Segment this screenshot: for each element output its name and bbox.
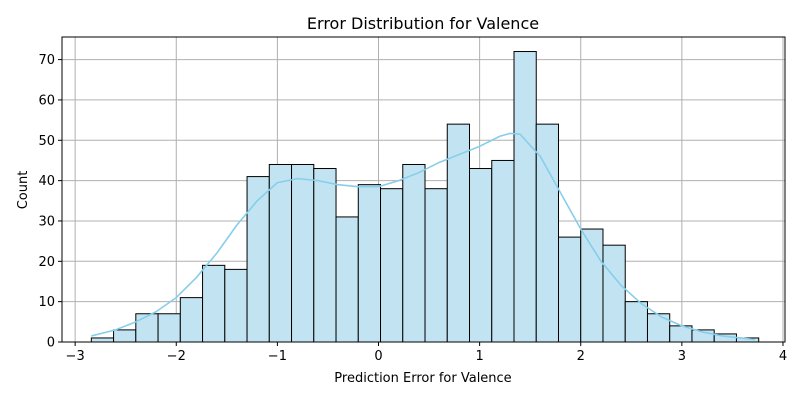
histogram-bar (357, 184, 382, 343)
x-axis-ticks: −3 −2 −1 0 1 2 3 4 (66, 342, 787, 364)
chart-title: Error Distribution for Valence (307, 14, 539, 33)
x-tick-label: 0 (374, 349, 382, 364)
x-tick-label: −3 (66, 349, 85, 364)
histogram-bar (179, 297, 204, 343)
y-tick-label: 70 (38, 53, 55, 68)
histogram-bar (157, 313, 181, 343)
x-axis-label: Prediction Error for Valence (334, 371, 511, 386)
y-tick-label: 40 (38, 174, 55, 189)
histogram-bar (224, 268, 248, 343)
histogram-bar (90, 337, 115, 343)
x-tick-label: 2 (577, 349, 585, 364)
histogram-bar (602, 244, 626, 343)
histogram-bar (469, 168, 493, 343)
histogram-bar (313, 168, 337, 343)
histogram-bars (90, 51, 760, 343)
histogram-bar (424, 188, 448, 343)
y-tick-label: 50 (38, 134, 55, 149)
histogram-bar (513, 51, 537, 343)
kde-curve (91, 132, 755, 341)
histogram-bar (246, 176, 270, 343)
histogram-bar (380, 188, 404, 343)
histogram-bar (291, 163, 315, 343)
x-tick-label: −1 (268, 349, 287, 364)
histogram-bar (113, 329, 137, 343)
y-axis-label: Count (16, 171, 31, 210)
histogram-bar (135, 313, 159, 343)
y-tick-label: 60 (38, 93, 55, 108)
histogram-bar (557, 236, 582, 343)
x-tick-label: −2 (167, 349, 186, 364)
x-tick-label: 1 (475, 349, 483, 364)
histogram-bar (446, 123, 471, 343)
x-tick-label: 3 (678, 349, 686, 364)
y-axis-ticks: 0 10 20 30 40 50 60 70 (38, 53, 62, 351)
x-tick-label: 4 (779, 349, 787, 364)
histogram-bar (268, 163, 293, 343)
plot-frame (61, 36, 786, 343)
y-tick-label: 10 (38, 295, 55, 310)
y-tick-label: 0 (47, 336, 55, 351)
y-tick-label: 30 (38, 214, 55, 229)
histogram-bar (491, 159, 515, 343)
histogram-bar (335, 216, 359, 343)
y-tick-label: 20 (38, 255, 55, 270)
kde-layer (91, 132, 755, 341)
histogram-bar (646, 313, 671, 343)
histogram-bar (402, 163, 426, 343)
histogram-bar (202, 264, 226, 343)
histogram-bar (624, 301, 648, 343)
